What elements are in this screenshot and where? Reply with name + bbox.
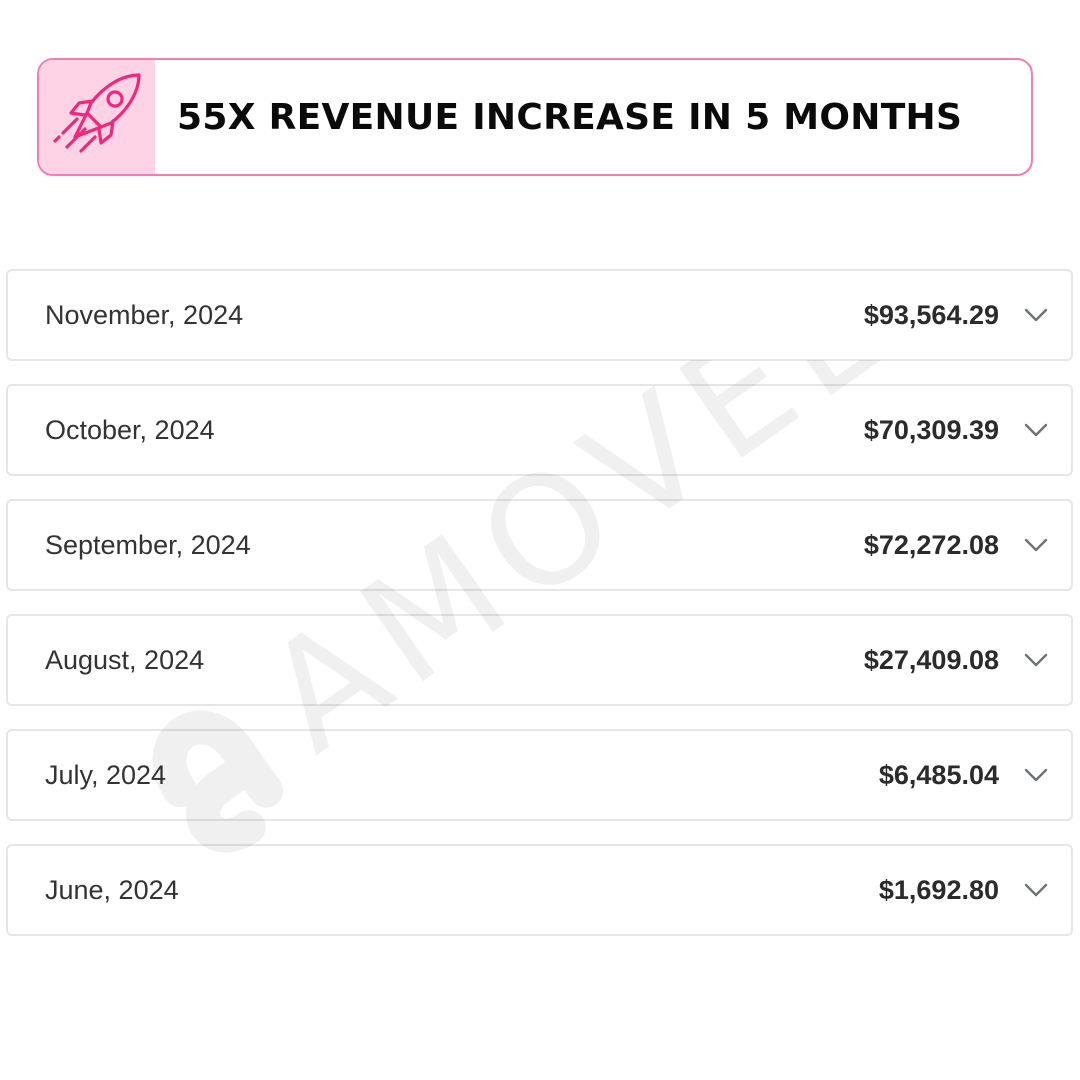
rocket-icon (39, 60, 155, 174)
month-amount: $93,564.29 (863, 299, 999, 330)
month-amount: $6,485.04 (878, 759, 999, 790)
month-row-june-2024[interactable]: June, 2024 $1,692.80 (6, 844, 1073, 936)
month-label: June, 2024 (45, 874, 179, 905)
month-row-september-2024[interactable]: September, 2024 $72,272.08 (6, 499, 1073, 591)
chevron-down-icon[interactable] (1023, 762, 1049, 788)
month-label: September, 2024 (45, 529, 251, 560)
month-row-august-2024[interactable]: August, 2024 $27,409.08 (6, 614, 1073, 706)
chevron-down-icon[interactable] (1023, 647, 1049, 673)
month-label: October, 2024 (45, 414, 215, 445)
chevron-down-icon[interactable] (1023, 302, 1049, 328)
month-row-july-2024[interactable]: July, 2024 $6,485.04 (6, 729, 1073, 821)
chevron-down-icon[interactable] (1023, 532, 1049, 558)
month-label: August, 2024 (45, 644, 205, 675)
monthly-revenue-list: November, 2024 $93,564.29 October, 2024 … (6, 269, 1073, 959)
month-row-october-2024[interactable]: October, 2024 $70,309.39 (6, 384, 1073, 476)
month-amount: $27,409.08 (863, 644, 999, 675)
month-amount: $70,309.39 (863, 414, 999, 445)
month-amount: $72,272.08 (863, 529, 999, 560)
month-label: July, 2024 (45, 759, 167, 790)
month-row-november-2024[interactable]: November, 2024 $93,564.29 (6, 269, 1073, 361)
chevron-down-icon[interactable] (1023, 417, 1049, 443)
banner-title: 55X REVENUE INCREASE IN 5 MONTHS (177, 96, 963, 138)
chevron-down-icon[interactable] (1023, 877, 1049, 903)
month-amount: $1,692.80 (878, 874, 999, 905)
revenue-banner: 55X REVENUE INCREASE IN 5 MONTHS (37, 58, 1033, 176)
month-label: November, 2024 (45, 299, 244, 330)
